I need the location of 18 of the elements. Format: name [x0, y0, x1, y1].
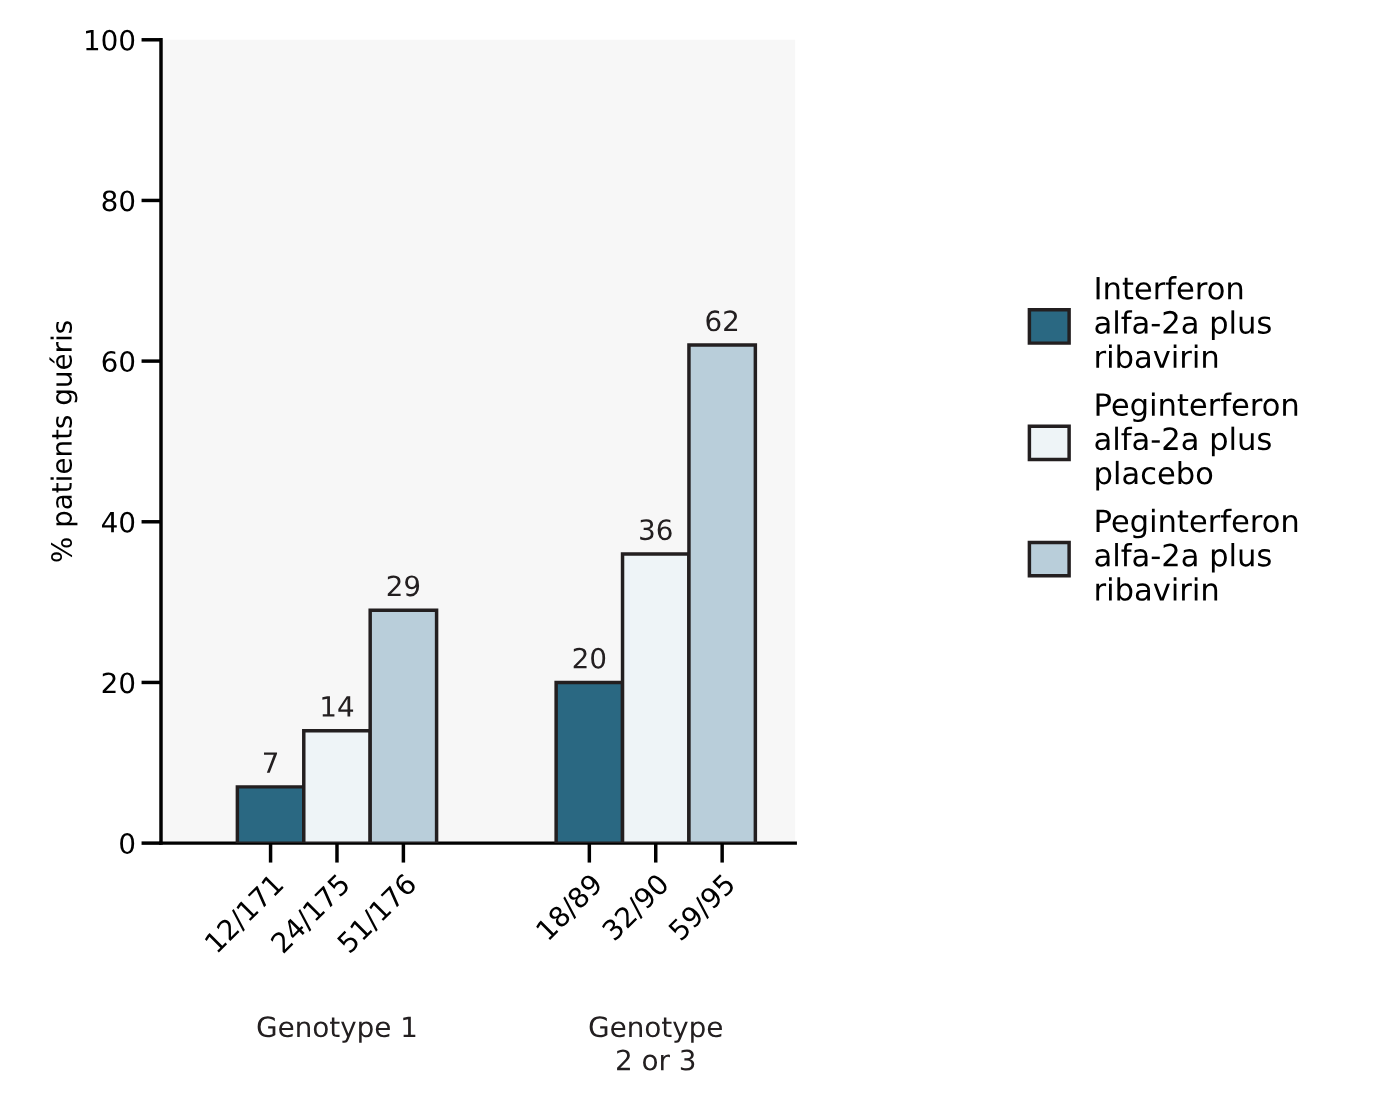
data-label: 14 [322, 696, 354, 717]
text: Genotype 2 or 3 [589, 1016, 722, 1071]
y-tick-label: 20 [102, 672, 135, 694]
data-label: 62 [706, 310, 738, 332]
y-tick-label: 0 [120, 833, 135, 855]
y-tick-label: 40 [102, 511, 135, 533]
y-axis-title: % patients guéris [49, 321, 78, 562]
data-label: 29 [387, 575, 420, 597]
y-tick-label: 60 [102, 351, 135, 373]
text: Genotype 1 [257, 1016, 416, 1043]
legend-label: Peginterferon alfa-2a plus ribavirin [1095, 508, 1298, 601]
data-label: 20 [573, 647, 606, 669]
y-tick-label: 100 [86, 29, 135, 51]
legend-label: Peginterferon alfa-2a plus placebo [1095, 392, 1298, 491]
data-label: 7 [264, 752, 278, 773]
data-label: 36 [640, 519, 672, 541]
y-tick-label: 80 [102, 190, 135, 212]
legend-label: Interferon alfa-2a plus ribavirin [1095, 276, 1271, 369]
